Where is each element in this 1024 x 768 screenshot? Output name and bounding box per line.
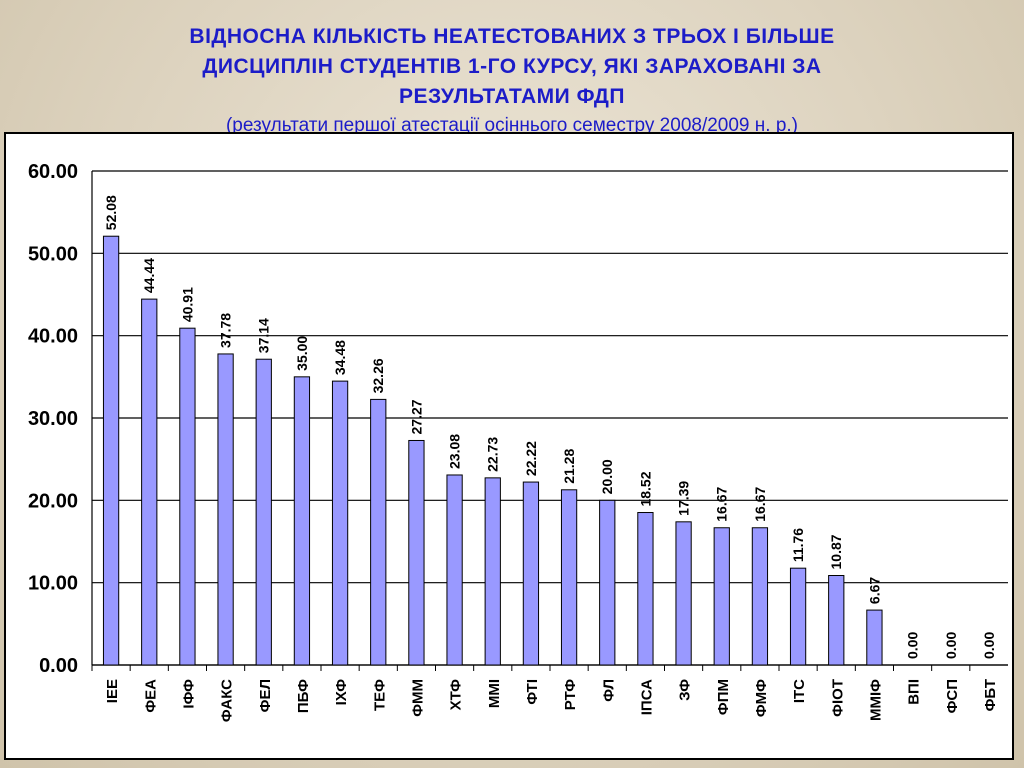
x-tick-label: ІТС bbox=[791, 679, 808, 703]
y-tick-label: 60.00 bbox=[28, 161, 78, 183]
data-label: 17.39 bbox=[676, 481, 692, 516]
x-tick-label: ФПМ bbox=[715, 679, 732, 715]
y-tick-label: 40.00 bbox=[28, 326, 78, 348]
x-tick-label: ФЕЛ bbox=[257, 679, 274, 712]
data-label: 21.28 bbox=[561, 449, 577, 484]
data-label: 16.67 bbox=[752, 487, 768, 522]
bar-3 bbox=[217, 353, 234, 666]
slide-subtitle: (результати першої атестації осіннього с… bbox=[225, 115, 798, 136]
x-tick-label: ФМФ bbox=[753, 679, 770, 717]
bar-2 bbox=[179, 327, 196, 666]
title-line-1: ВІДНОСНА КІЛЬКІСТЬ НЕАТЕСТОВАНИХ З ТРЬОХ… bbox=[189, 25, 835, 48]
x-tick-label: ФММ bbox=[409, 679, 426, 717]
data-label: 22.22 bbox=[523, 441, 539, 476]
bar-17 bbox=[751, 527, 769, 666]
x-tick-label: ФІОТ bbox=[829, 679, 846, 717]
x-tick-label: ПБФ bbox=[295, 679, 312, 713]
bar-18 bbox=[789, 567, 807, 666]
bar-12 bbox=[560, 489, 578, 666]
data-label: 40.91 bbox=[179, 287, 195, 322]
x-tick-label: ФЛ bbox=[600, 679, 617, 702]
data-label: 11.76 bbox=[790, 528, 806, 562]
x-tick-label: ІФФ bbox=[180, 679, 197, 709]
data-label: 52.08 bbox=[103, 195, 119, 230]
bar-0 bbox=[102, 235, 120, 666]
x-tick-label: ТЕФ bbox=[371, 679, 388, 711]
bar-chart: 0.00 10.00 20.00 30.00 40.00 50.00 60.00 52.08 І… bbox=[28, 161, 1008, 722]
chart-frame: 0.00 10.00 20.00 30.00 40.00 50.00 60.00 52.08 І… bbox=[4, 132, 1014, 760]
x-tick-label: ФБТ bbox=[982, 679, 999, 711]
x-tick-label: ФАКС bbox=[219, 679, 236, 722]
bar-20 bbox=[866, 609, 883, 666]
x-tick-label: ЗФ bbox=[677, 679, 694, 701]
data-label: 10.87 bbox=[828, 534, 844, 569]
data-label: 34.48 bbox=[332, 340, 348, 375]
x-tick-label: РТФ bbox=[562, 679, 579, 710]
x-tick-label: ФСП bbox=[944, 679, 961, 713]
data-label: 32.26 bbox=[370, 358, 386, 393]
data-label: 18.52 bbox=[637, 471, 653, 506]
y-tick-label: 30.00 bbox=[28, 408, 78, 430]
title-line-2: ДИСЦИПЛІН СТУДЕНТІВ 1-ГО КУРСУ, ЯКІ ЗАРА… bbox=[202, 55, 822, 78]
bar-15 bbox=[675, 521, 692, 666]
data-label: 20.00 bbox=[599, 459, 615, 494]
bar-7 bbox=[370, 398, 387, 666]
data-label: 35.00 bbox=[294, 336, 310, 371]
bar-1 bbox=[141, 298, 158, 666]
bar-11 bbox=[522, 481, 540, 666]
x-tick-label: ІХФ bbox=[333, 679, 350, 706]
data-label: 0.00 bbox=[943, 632, 959, 659]
data-label: 27.27 bbox=[408, 399, 424, 434]
data-label: 22.73 bbox=[485, 437, 501, 472]
y-tick-label: 20.00 bbox=[28, 490, 78, 512]
data-label: 23.08 bbox=[447, 434, 463, 469]
bar-5 bbox=[293, 376, 311, 666]
bar-14 bbox=[637, 512, 654, 666]
x-tick-label: ММІ bbox=[486, 679, 503, 708]
bar-16 bbox=[713, 527, 730, 666]
data-label: 37.14 bbox=[256, 318, 272, 353]
x-tick-label: ВПІ bbox=[906, 679, 923, 705]
bar-13 bbox=[599, 499, 616, 666]
y-tick-label: 0.00 bbox=[39, 655, 78, 677]
bar-4 bbox=[255, 358, 272, 666]
bar-8 bbox=[408, 439, 425, 666]
x-tick-label: ФЕА bbox=[142, 679, 159, 713]
data-label: 6.67 bbox=[866, 577, 882, 604]
x-tick-label: ФТІ bbox=[524, 679, 541, 705]
y-tick-label: 10.00 bbox=[28, 573, 78, 595]
bar-9 bbox=[446, 474, 463, 666]
y-tick-label: 50.00 bbox=[28, 243, 78, 265]
data-label: 16.67 bbox=[714, 487, 730, 522]
x-tick-label: ММІФ bbox=[867, 679, 884, 721]
data-label: 37.78 bbox=[218, 313, 234, 348]
bar-10 bbox=[484, 477, 501, 666]
bar-6 bbox=[331, 380, 349, 666]
bar-19 bbox=[828, 575, 845, 666]
data-label: 44.44 bbox=[141, 258, 157, 293]
title-line-3: РЕЗУЛЬТАТАМИ ФДП bbox=[399, 85, 625, 108]
x-tick-label: ІПСА bbox=[638, 679, 655, 715]
data-label: 0.00 bbox=[905, 632, 921, 659]
x-tick-label: ІЕЕ bbox=[104, 679, 121, 703]
x-tick-label: ХТФ bbox=[448, 679, 465, 711]
slide-title: ВІДНОСНА КІЛЬКІСТЬ НЕАТЕСТОВАНИХ З ТРЬОХ… bbox=[60, 22, 964, 112]
data-label: 0.00 bbox=[981, 632, 997, 659]
